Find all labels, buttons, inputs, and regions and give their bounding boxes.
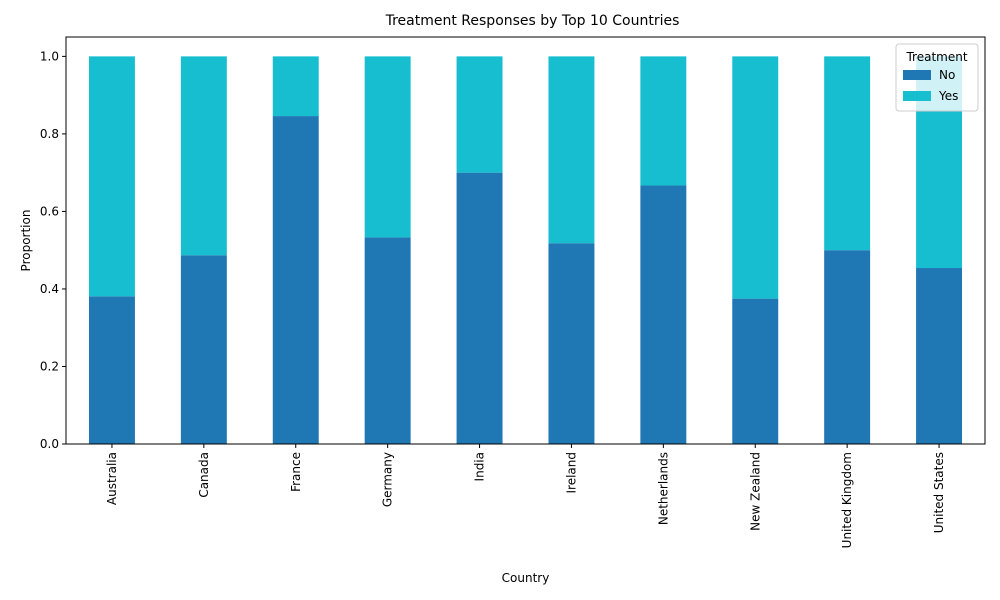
bar-no-united-states — [916, 268, 963, 444]
x-tick-label: Australia — [105, 452, 119, 505]
y-tick-label: 1.0 — [40, 49, 59, 63]
y-tick-label: 0.2 — [40, 359, 59, 373]
bar-yes-india — [456, 56, 503, 173]
bar-no-germany — [364, 237, 411, 444]
x-tick-label: India — [473, 452, 487, 481]
legend: Treatment No Yes — [895, 43, 979, 112]
legend-swatch-yes — [903, 91, 931, 101]
bar-yes-germany — [364, 56, 411, 238]
x-tick-label: United States — [932, 452, 946, 533]
bar-no-australia — [88, 296, 135, 444]
bar-no-netherlands — [640, 185, 687, 444]
x-tick-label: Ireland — [564, 452, 578, 494]
bar-no-france — [272, 116, 319, 445]
y-tick-label: 0.8 — [40, 127, 59, 141]
bar-yes-new-zealand — [732, 56, 779, 299]
y-axis-label: Proportion — [19, 210, 33, 272]
x-axis-label: Country — [502, 571, 550, 585]
x-tick-label: United Kingdom — [840, 452, 854, 548]
y-tick-label: 0.0 — [40, 437, 59, 451]
y-tick-label: 0.6 — [40, 204, 59, 218]
x-tick-label: Canada — [197, 452, 211, 498]
y-tick-label: 0.4 — [40, 282, 59, 296]
x-tick-label: Netherlands — [656, 452, 670, 525]
bar-yes-france — [272, 56, 319, 117]
plot-frame — [65, 36, 986, 445]
legend-swatch-no — [903, 70, 931, 80]
chart-title: Treatment Responses by Top 10 Countries — [385, 13, 680, 29]
legend-label-yes: Yes — [938, 89, 958, 103]
bar-yes-netherlands — [640, 56, 687, 186]
bar-yes-united-kingdom — [824, 56, 871, 251]
x-tick-label: France — [289, 452, 303, 492]
bar-no-new-zealand — [732, 298, 779, 444]
legend-label-no: No — [939, 68, 955, 82]
legend-title: Treatment — [905, 50, 967, 64]
x-tick-label: New Zealand — [748, 452, 762, 531]
bar-no-ireland — [548, 243, 595, 444]
bar-yes-canada — [180, 56, 227, 256]
bar-no-india — [456, 172, 503, 444]
bar-yes-ireland — [548, 56, 595, 244]
bar-yes-australia — [88, 56, 135, 297]
bar-no-canada — [180, 255, 227, 444]
bar-no-united-kingdom — [824, 250, 871, 444]
x-tick-label: Germany — [381, 452, 395, 507]
